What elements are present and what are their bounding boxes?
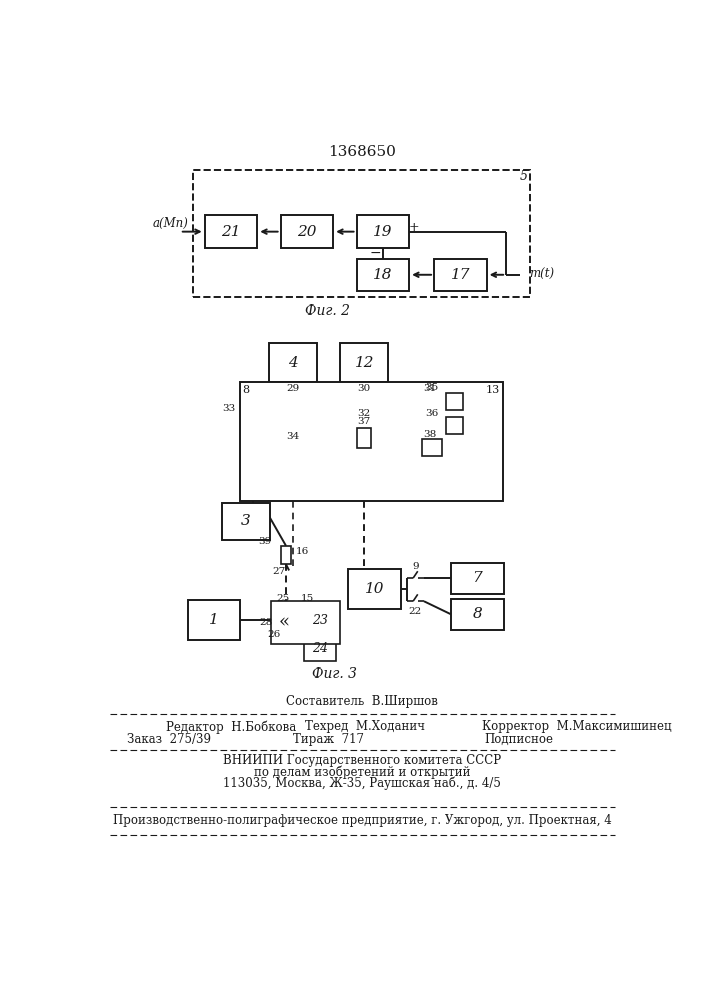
Text: 37: 37 xyxy=(358,417,371,426)
Text: 21: 21 xyxy=(221,225,240,239)
Bar xyxy=(269,343,317,382)
Text: ВНИИПИ Государственного комитета СССР: ВНИИПИ Государственного комитета СССР xyxy=(223,754,501,767)
Text: 8: 8 xyxy=(243,385,250,395)
Text: 17: 17 xyxy=(450,268,470,282)
Bar xyxy=(356,215,409,248)
Text: 7: 7 xyxy=(472,571,482,585)
Text: 30: 30 xyxy=(358,384,371,393)
Bar xyxy=(281,215,333,248)
Bar xyxy=(281,546,291,564)
Text: 25: 25 xyxy=(276,594,289,603)
Bar xyxy=(340,343,388,382)
Text: Производственно-полиграфическое предприятие, г. Ужгород, ул. Проектная, 4: Производственно-полиграфическое предприя… xyxy=(112,814,612,827)
Text: по делам изобретений и открытий: по делам изобретений и открытий xyxy=(254,765,470,779)
Text: 36: 36 xyxy=(426,409,438,418)
Bar xyxy=(357,428,371,448)
Text: «: « xyxy=(279,613,290,631)
Text: 113035, Москва, Ж-35, Раушская наб., д. 4/5: 113035, Москва, Ж-35, Раушская наб., д. … xyxy=(223,777,501,790)
Text: Редактор  Н.Бобкова: Редактор Н.Бобкова xyxy=(166,720,296,734)
Bar xyxy=(451,563,504,594)
Text: 38: 38 xyxy=(423,430,436,439)
Text: 9: 9 xyxy=(412,562,419,571)
Text: Техред  М.Ходанич: Техред М.Ходанич xyxy=(305,720,426,733)
Bar xyxy=(434,259,486,291)
Text: 18: 18 xyxy=(373,268,392,282)
Bar xyxy=(421,439,442,456)
Text: 12: 12 xyxy=(354,356,374,370)
Text: 19: 19 xyxy=(373,225,392,239)
Bar xyxy=(222,503,270,540)
Text: 34: 34 xyxy=(286,432,300,441)
Text: 3: 3 xyxy=(241,514,250,528)
Bar xyxy=(446,417,464,434)
Bar xyxy=(187,600,240,640)
Text: 16: 16 xyxy=(296,547,308,556)
Text: −: − xyxy=(369,246,381,260)
Text: 4: 4 xyxy=(288,356,298,370)
Text: m(t): m(t) xyxy=(530,267,554,280)
Bar xyxy=(304,636,337,661)
Text: 1368650: 1368650 xyxy=(328,145,396,159)
Bar xyxy=(348,569,401,609)
Text: 24: 24 xyxy=(312,642,328,655)
Text: 35: 35 xyxy=(426,383,438,392)
Bar xyxy=(204,215,257,248)
Text: 32: 32 xyxy=(358,409,371,418)
Bar xyxy=(193,170,530,297)
Text: 26: 26 xyxy=(267,630,281,639)
Text: 33: 33 xyxy=(223,404,235,413)
Text: 27: 27 xyxy=(272,567,286,576)
Text: Фиг. 2: Фиг. 2 xyxy=(305,304,349,318)
Text: Фиг. 3: Фиг. 3 xyxy=(312,667,357,681)
Text: Заказ  275/39: Заказ 275/39 xyxy=(127,733,211,746)
Text: 1: 1 xyxy=(209,613,218,627)
Text: 13: 13 xyxy=(486,385,500,395)
Bar xyxy=(446,393,464,410)
Text: Составитель  В.Ширшов: Составитель В.Ширшов xyxy=(286,695,438,708)
Bar xyxy=(451,599,504,630)
Text: 23: 23 xyxy=(312,614,328,627)
Text: 5: 5 xyxy=(520,170,528,183)
Text: 29: 29 xyxy=(286,384,300,393)
Text: +: + xyxy=(409,221,419,234)
Text: a(Мп): a(Мп) xyxy=(153,217,189,230)
Text: 28: 28 xyxy=(259,618,273,627)
Text: 22: 22 xyxy=(409,607,422,616)
Text: 20: 20 xyxy=(297,225,317,239)
Bar xyxy=(240,382,503,501)
Bar xyxy=(356,259,409,291)
Text: Подписное: Подписное xyxy=(484,733,553,746)
Bar xyxy=(304,609,337,632)
Text: 15: 15 xyxy=(301,594,315,603)
Text: Тираж  717: Тираж 717 xyxy=(293,733,364,746)
Text: Корректор  М.Максимишинец: Корректор М.Максимишинец xyxy=(482,720,672,733)
Bar xyxy=(271,601,340,644)
Text: 31: 31 xyxy=(423,384,436,393)
Text: 8: 8 xyxy=(472,607,482,621)
Text: 39: 39 xyxy=(258,537,271,546)
Text: 10: 10 xyxy=(365,582,384,596)
